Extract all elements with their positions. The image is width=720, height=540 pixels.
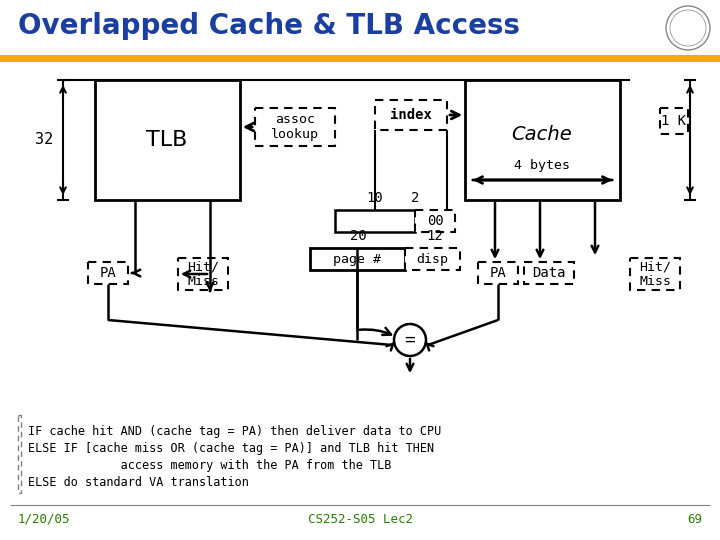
Bar <box>18 415 21 493</box>
Bar <box>88 262 128 284</box>
Bar <box>478 262 518 284</box>
Text: 12: 12 <box>427 229 444 243</box>
Text: =: = <box>405 331 415 349</box>
Text: 1 K: 1 K <box>662 114 687 128</box>
Bar <box>375 100 447 130</box>
Text: Hit/
Miss: Hit/ Miss <box>187 260 219 288</box>
Text: assoc
lookup: assoc lookup <box>271 113 319 141</box>
Text: Cache: Cache <box>512 125 572 145</box>
Text: PA: PA <box>490 266 506 280</box>
Text: 10: 10 <box>366 191 383 205</box>
Text: 1/20/05: 1/20/05 <box>18 513 71 526</box>
Text: ELSE IF [cache miss OR (cache tag = PA)] and TLB hit THEN: ELSE IF [cache miss OR (cache tag = PA)]… <box>28 442 434 455</box>
Bar <box>95 80 240 200</box>
Bar <box>255 108 335 146</box>
Text: CS252-S05 Lec2: CS252-S05 Lec2 <box>307 513 413 526</box>
Text: ELSE do standard VA translation: ELSE do standard VA translation <box>28 476 249 489</box>
Bar <box>310 248 405 270</box>
Text: 00: 00 <box>427 214 444 228</box>
Bar <box>178 258 228 290</box>
Text: Overlapped Cache & TLB Access: Overlapped Cache & TLB Access <box>18 12 520 40</box>
Text: 2: 2 <box>411 191 419 205</box>
Text: IF cache hit AND (cache tag = PA) then deliver data to CPU: IF cache hit AND (cache tag = PA) then d… <box>28 425 441 438</box>
Text: 4 bytes: 4 bytes <box>514 159 570 172</box>
Text: Hit/
Miss: Hit/ Miss <box>639 260 671 288</box>
Bar <box>335 210 415 232</box>
Text: Data: Data <box>532 266 566 280</box>
Bar <box>465 80 620 200</box>
Text: 32: 32 <box>35 132 53 147</box>
Text: 20: 20 <box>350 229 366 243</box>
Bar <box>524 262 574 284</box>
Text: TLB: TLB <box>146 130 188 150</box>
Bar <box>660 108 688 134</box>
Bar <box>405 248 460 270</box>
Text: page #: page # <box>333 253 381 266</box>
Bar <box>630 258 680 290</box>
Text: disp: disp <box>416 253 448 266</box>
Bar <box>415 210 455 232</box>
Text: 69: 69 <box>687 513 702 526</box>
Text: access memory with the PA from the TLB: access memory with the PA from the TLB <box>28 459 392 472</box>
Text: PA: PA <box>99 266 117 280</box>
Bar <box>0 55 720 62</box>
Text: index: index <box>390 108 432 122</box>
